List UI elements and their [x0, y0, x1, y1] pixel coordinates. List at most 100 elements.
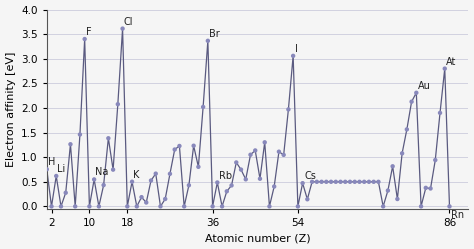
Point: [100, 183, 108, 187]
Point: [43, 167, 51, 171]
Point: [138, 195, 146, 199]
Point: [289, 54, 297, 58]
Point: [214, 181, 221, 185]
Point: [228, 184, 235, 187]
Point: [114, 102, 122, 106]
Point: [91, 178, 98, 182]
Point: [351, 180, 358, 184]
Text: F: F: [86, 27, 91, 37]
Point: [166, 172, 174, 176]
Point: [72, 204, 79, 208]
Point: [67, 142, 74, 146]
Point: [105, 136, 112, 140]
Text: Au: Au: [418, 81, 430, 91]
Point: [379, 204, 387, 208]
Point: [171, 147, 179, 151]
Point: [284, 107, 292, 111]
Point: [403, 127, 410, 131]
Point: [95, 204, 103, 208]
Point: [204, 39, 212, 43]
Point: [436, 111, 444, 115]
Point: [412, 91, 420, 95]
Point: [389, 164, 396, 168]
Point: [261, 140, 268, 144]
Text: Na: Na: [95, 168, 109, 178]
Point: [356, 180, 363, 184]
Point: [57, 204, 65, 208]
Point: [223, 189, 230, 193]
Point: [365, 180, 373, 184]
Text: I: I: [294, 44, 298, 54]
Point: [209, 204, 217, 208]
Point: [242, 177, 249, 181]
Point: [441, 67, 448, 71]
Point: [280, 153, 287, 157]
Point: [270, 185, 278, 188]
Point: [427, 187, 434, 190]
Point: [48, 204, 55, 208]
Point: [398, 151, 406, 155]
Text: Cl: Cl: [124, 17, 134, 27]
Text: Rn: Rn: [451, 210, 464, 220]
Point: [200, 105, 207, 109]
Point: [303, 197, 311, 201]
Text: K: K: [134, 170, 140, 180]
Point: [109, 168, 117, 172]
Point: [318, 180, 325, 184]
Point: [341, 180, 349, 184]
Point: [299, 181, 306, 185]
Y-axis label: Electron affinity [eV]: Electron affinity [eV]: [6, 52, 16, 167]
Point: [308, 180, 316, 184]
Point: [143, 200, 150, 204]
Point: [275, 150, 283, 154]
Point: [374, 180, 382, 184]
Point: [393, 197, 401, 201]
Point: [162, 197, 169, 201]
Point: [147, 179, 155, 183]
Point: [152, 172, 160, 176]
Point: [327, 180, 335, 184]
Point: [360, 180, 368, 184]
Point: [294, 204, 301, 208]
Point: [251, 148, 259, 152]
Point: [86, 204, 93, 208]
Text: Br: Br: [210, 29, 220, 39]
Text: At: At: [446, 57, 456, 67]
Point: [185, 183, 193, 187]
Point: [176, 144, 183, 148]
Point: [124, 204, 131, 208]
Point: [332, 180, 339, 184]
Point: [133, 204, 141, 208]
Text: Cs: Cs: [304, 171, 316, 181]
Point: [408, 100, 415, 104]
Text: Li: Li: [57, 164, 65, 174]
X-axis label: Atomic number (Z): Atomic number (Z): [205, 234, 310, 244]
Point: [265, 204, 273, 208]
Point: [417, 204, 425, 208]
Point: [246, 153, 254, 157]
Point: [190, 144, 198, 148]
Point: [157, 204, 164, 208]
Point: [431, 158, 439, 162]
Point: [422, 186, 429, 190]
Point: [322, 180, 330, 184]
Point: [76, 132, 84, 136]
Point: [232, 160, 240, 164]
Point: [313, 180, 320, 184]
Point: [256, 177, 264, 181]
Point: [337, 180, 344, 184]
Point: [81, 37, 89, 41]
Point: [53, 174, 60, 178]
Point: [119, 27, 127, 31]
Point: [219, 204, 226, 208]
Point: [384, 188, 392, 192]
Point: [62, 191, 70, 195]
Point: [128, 180, 136, 184]
Point: [195, 165, 202, 169]
Point: [346, 180, 354, 184]
Text: H: H: [48, 157, 55, 167]
Point: [237, 168, 245, 172]
Point: [370, 180, 377, 184]
Point: [446, 204, 453, 208]
Point: [181, 204, 188, 208]
